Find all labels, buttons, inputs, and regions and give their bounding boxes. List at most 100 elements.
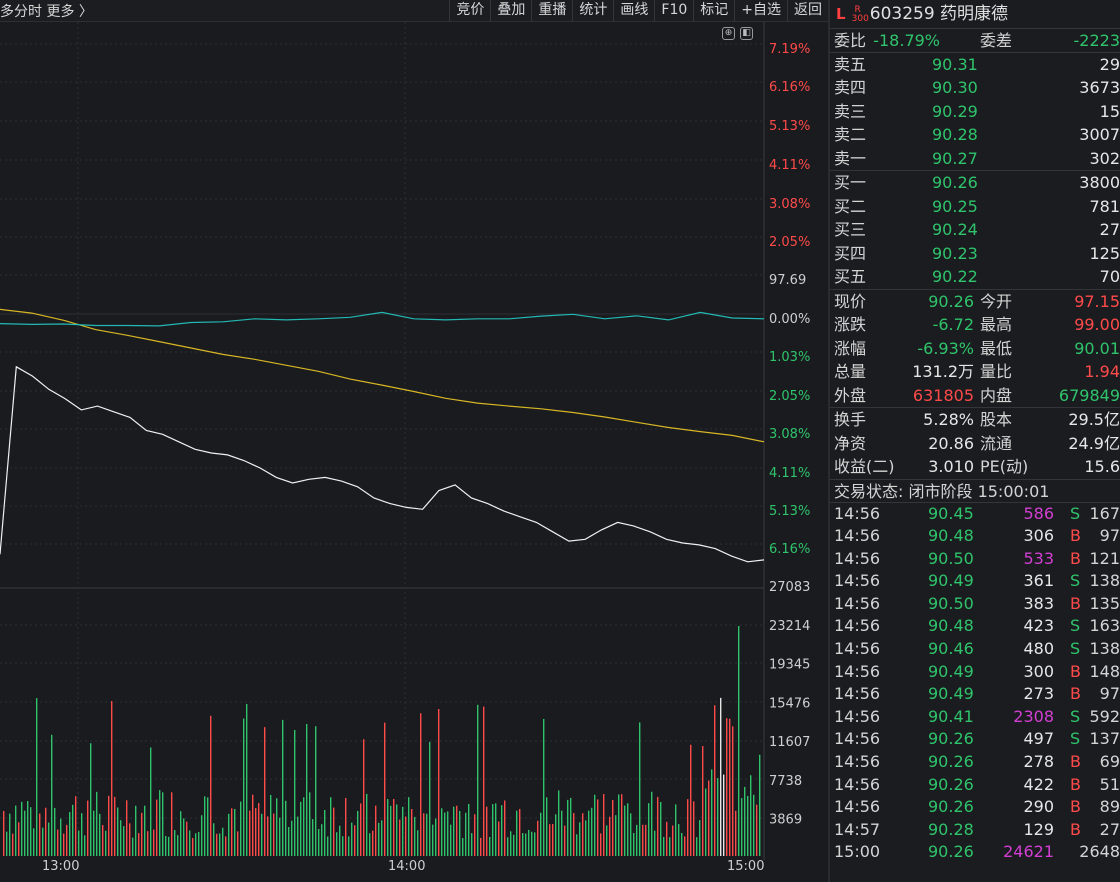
trade-row: 14:56 90.49 273 B 97 — [830, 683, 1120, 706]
volume-bar — [171, 792, 173, 856]
bid-price: 90.25 — [932, 196, 978, 216]
quote-value: 631805 — [912, 385, 974, 405]
price-axis-label: 7.19% — [769, 42, 810, 57]
stock-header: L R 300 603259 药明康德 — [830, 0, 1120, 28]
volume-bar — [597, 799, 599, 856]
volume-bar — [558, 790, 560, 856]
trade-side: S — [1070, 616, 1081, 636]
volume-bar — [600, 833, 602, 856]
toolbar-button-3[interactable]: 统计 — [572, 0, 613, 22]
volume-bar — [237, 831, 239, 856]
toolbar-button-8[interactable]: 返回 — [787, 0, 828, 22]
volume-bar — [714, 705, 716, 856]
volume-bar — [654, 830, 656, 856]
bid-row: 买五 90.22 70 — [830, 265, 1120, 289]
trade-time: 14:57 — [834, 819, 881, 839]
volume-bar — [753, 794, 755, 856]
volume-axis-label: 19345 — [769, 658, 810, 673]
trade-row: 14:56 90.26 422 B 51 — [830, 774, 1120, 797]
bid-price: 90.26 — [932, 173, 978, 192]
trade-side: B — [1070, 752, 1081, 772]
zoom-icon[interactable]: ⊕ — [722, 27, 735, 40]
more-charts-menu[interactable]: 多分时 更多 〉 — [0, 4, 93, 20]
volume-bar — [660, 802, 662, 856]
volume-bar — [351, 822, 353, 856]
toolbar-button-4[interactable]: 画线 — [613, 0, 654, 22]
toolbar-button-7[interactable]: +自选 — [734, 0, 787, 22]
volume-bar — [342, 836, 344, 856]
volume-bar — [30, 807, 32, 856]
toolbar-button-0[interactable]: 竞价 — [449, 0, 490, 22]
volume-bar — [759, 754, 761, 856]
volume-bar — [9, 813, 11, 856]
trade-count: 138 — [1089, 639, 1120, 659]
volume-bar — [408, 797, 410, 856]
volume-bar — [435, 818, 437, 856]
tick-trades[interactable]: 14:56 90.45 586 S 167 14:56 90.48 306 B 97 14:56 90… — [830, 503, 1120, 865]
volume-bar — [702, 746, 704, 856]
fund-row: 换手 5.28% 股本 29.5亿 — [830, 408, 1120, 432]
volume-bar — [669, 837, 671, 856]
volume-bar — [243, 718, 245, 856]
volume-bar — [444, 812, 446, 856]
volume-bar — [360, 803, 362, 856]
volume-bar — [459, 810, 461, 856]
volume-bar — [162, 792, 164, 856]
ask-label: 卖一 — [834, 148, 867, 168]
volume-bar — [204, 796, 206, 856]
volume-bar — [285, 800, 287, 856]
trade-count: 121 — [1089, 548, 1120, 568]
volume-bar — [261, 813, 263, 856]
ask-row: 卖三 90.29 15 — [830, 100, 1120, 124]
volume-bar — [48, 822, 50, 856]
volume-bar — [210, 715, 212, 856]
quote-label: 涨幅 — [834, 338, 867, 358]
volume-bar — [282, 719, 284, 856]
volume-bar — [426, 813, 428, 856]
fund-label: 流通 — [980, 433, 1013, 453]
volume-bar — [195, 833, 197, 856]
price-axis-label: 2.05% — [769, 235, 810, 250]
fund-label: 净资 — [834, 433, 867, 453]
quote-label: 总量 — [834, 362, 867, 381]
volume-bar — [429, 741, 431, 856]
quote-value: -6.93% — [917, 338, 974, 358]
trade-count: 137 — [1089, 729, 1120, 749]
volume-bar — [618, 794, 620, 856]
quote-value: 131.2万 — [912, 362, 974, 381]
ask-label: 卖四 — [834, 78, 867, 97]
trade-price: 90.49 — [928, 661, 974, 681]
toolbar-button-2[interactable]: 重播 — [531, 0, 572, 22]
volume-bar — [228, 813, 230, 856]
time-axis-label: 13:00 — [42, 859, 79, 874]
series-line-index — [0, 311, 765, 327]
bid-label: 买一 — [834, 173, 867, 192]
time-axis-label: 14:00 — [388, 859, 425, 874]
quote-label: 最低 — [980, 338, 1013, 358]
volume-bar — [219, 833, 221, 856]
volume-bar — [690, 744, 692, 856]
volume-bar — [390, 805, 392, 856]
volume-bar — [312, 819, 314, 856]
volume-bar — [96, 791, 98, 856]
trade-row: 14:56 90.45 586 S 167 — [830, 503, 1120, 526]
window-icon[interactable]: ◧ — [740, 27, 753, 40]
toolbar-button-6[interactable]: 标记 — [693, 0, 734, 22]
series-line-price — [0, 365, 765, 563]
fund-value: 20.86 — [928, 433, 974, 453]
toolbar-button-1[interactable]: 叠加 — [490, 0, 531, 22]
toolbar-button-5[interactable]: F10 — [654, 0, 693, 22]
price-axis-label: 6.16% — [769, 80, 810, 95]
trade-volume: 24621 — [1003, 842, 1054, 862]
intraday-chart[interactable]: 7.19% 6.16% 5.13% 4.11% 3.08% 2.05% 97.69 0.00%… — [0, 22, 828, 882]
volume-bar — [717, 778, 719, 856]
volume-bar — [468, 803, 470, 856]
volume-bar — [534, 832, 536, 856]
trade-volume: 306 — [1023, 526, 1054, 546]
bid-label: 买三 — [834, 220, 867, 239]
index-tag-bottom: 300 — [851, 13, 869, 24]
fund-value: 29.5亿 — [1068, 410, 1120, 429]
volume-bar — [696, 837, 698, 856]
index-tag-top: R — [854, 4, 861, 15]
